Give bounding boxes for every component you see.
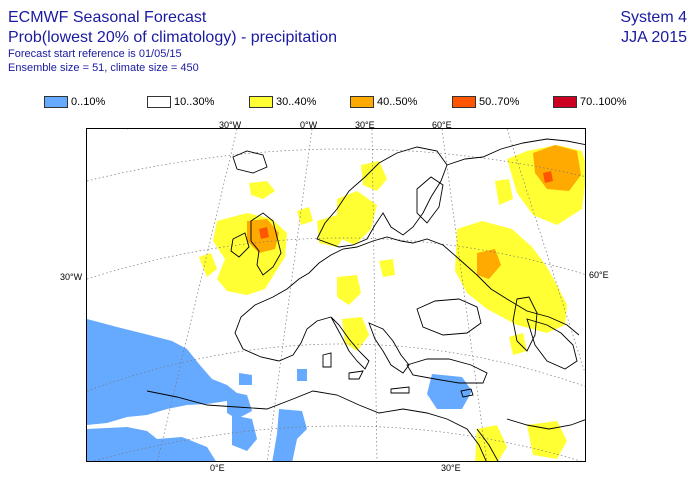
low-probability-areas bbox=[87, 319, 472, 461]
coast-italy bbox=[330, 316, 370, 370]
yellow-area-central bbox=[337, 275, 361, 305]
orange-area-east bbox=[477, 249, 501, 279]
coast-caspian bbox=[512, 296, 538, 352]
blue-area-atlantic bbox=[87, 319, 237, 425]
lon-label-top-30e: 30°E bbox=[355, 120, 375, 130]
lon-label-bottom-30e: 30°E bbox=[441, 463, 461, 473]
legend-swatch bbox=[452, 96, 476, 108]
legend-item-50-70: 50..70% bbox=[452, 95, 519, 109]
coast-sicily bbox=[348, 370, 364, 380]
legend-item-10-30: 10..30% bbox=[147, 95, 214, 109]
legend-label: 10..30% bbox=[174, 96, 215, 108]
legend-item-70-100: 70..100% bbox=[553, 95, 626, 109]
lon-label-top-30w: 30°W bbox=[219, 120, 242, 130]
blue-area-south bbox=[272, 434, 297, 461]
yellow-area-small-1 bbox=[199, 253, 217, 277]
chart-title: ECMWF Seasonal Forecast bbox=[8, 9, 207, 26]
coast-iberia bbox=[234, 288, 332, 362]
coast-persian-gulf bbox=[526, 318, 578, 370]
coast-finland bbox=[416, 176, 444, 224]
legend-swatch bbox=[249, 96, 273, 108]
blue-area-north-africa-1 bbox=[87, 427, 216, 461]
legend-label: 30..40% bbox=[276, 96, 317, 108]
yellow-area-small-4 bbox=[509, 333, 527, 355]
graticule bbox=[87, 129, 585, 461]
coast-north-africa bbox=[146, 390, 487, 461]
medium-probability-areas bbox=[199, 145, 585, 461]
lat-label-right-60e: 60°E bbox=[589, 270, 609, 280]
yellow-area-south-east bbox=[475, 425, 507, 461]
blue-area-north-africa-3 bbox=[277, 409, 307, 444]
blue-area-small bbox=[297, 369, 307, 381]
higher-probability-areas bbox=[247, 145, 581, 279]
blue-area-egypt bbox=[427, 374, 472, 409]
coast-black-sea bbox=[416, 298, 482, 336]
legend-swatch bbox=[44, 96, 68, 108]
chart-subtitle: Prob(lowest 20% of climatology) - precip… bbox=[8, 29, 338, 46]
blue-area-north-africa-2 bbox=[227, 391, 252, 419]
coast-red-sea bbox=[476, 428, 499, 461]
coast-ireland bbox=[230, 232, 250, 258]
forecast-start-text: Forecast start reference is 01/05/15 bbox=[8, 48, 182, 60]
legend-swatch bbox=[350, 96, 374, 108]
yellow-area-east-strip bbox=[495, 179, 513, 205]
legend-item-0-10: 0..10% bbox=[44, 95, 105, 109]
blue-area-sahara bbox=[232, 415, 257, 451]
yellow-area-south-east-2 bbox=[527, 421, 567, 459]
forecast-map bbox=[86, 128, 586, 462]
system-label: System 4 bbox=[620, 9, 687, 26]
legend: 0..10% 10..30% 30..40% 40..50% 50..70% 7… bbox=[0, 95, 697, 109]
yellow-area-italy bbox=[342, 317, 369, 351]
coast-iceland bbox=[232, 150, 268, 174]
coast-russia-north bbox=[446, 138, 585, 166]
yellow-area-east bbox=[455, 221, 567, 333]
coast-uk bbox=[250, 212, 282, 276]
lat-label-left-30w: 30°W bbox=[60, 272, 83, 282]
coast-turkey bbox=[406, 358, 488, 384]
legend-swatch bbox=[553, 96, 577, 108]
red-area-uk bbox=[259, 227, 269, 239]
ensemble-size-text: Ensemble size = 51, climate size = 450 bbox=[8, 62, 199, 74]
red-area-east-north bbox=[543, 171, 553, 183]
highest-probability-areas bbox=[259, 171, 553, 239]
yellow-area-scandinavia bbox=[337, 191, 377, 245]
coast-cyprus bbox=[460, 388, 474, 398]
legend-label: 50..70% bbox=[479, 96, 520, 108]
lon-label-top-60e: 60°E bbox=[432, 120, 452, 130]
legend-item-30-40: 30..40% bbox=[249, 95, 316, 109]
yellow-area-baltic bbox=[361, 161, 387, 191]
coast-continent bbox=[286, 236, 580, 336]
lon-label-bottom-0e: 0°E bbox=[210, 463, 225, 473]
yellow-area-small-2 bbox=[297, 207, 313, 225]
legend-label: 0..10% bbox=[71, 96, 106, 108]
legend-label: 40..50% bbox=[377, 96, 418, 108]
blue-area-fragment bbox=[239, 373, 252, 385]
legend-label: 70..100% bbox=[580, 96, 627, 108]
yellow-area-iceland bbox=[249, 181, 275, 199]
coast-crete bbox=[390, 386, 410, 394]
lon-label-top-0w: 0°W bbox=[300, 120, 318, 130]
legend-item-40-50: 40..50% bbox=[350, 95, 417, 109]
coastlines bbox=[146, 138, 585, 461]
coast-arabia bbox=[506, 418, 585, 430]
yellow-area-small-3 bbox=[379, 259, 395, 277]
season-label: JJA 2015 bbox=[621, 29, 687, 46]
map-canvas bbox=[87, 129, 585, 461]
coast-norway-sweden bbox=[316, 146, 448, 248]
coast-sardinia bbox=[322, 352, 332, 368]
coast-balkans bbox=[368, 322, 410, 374]
legend-swatch bbox=[147, 96, 171, 108]
